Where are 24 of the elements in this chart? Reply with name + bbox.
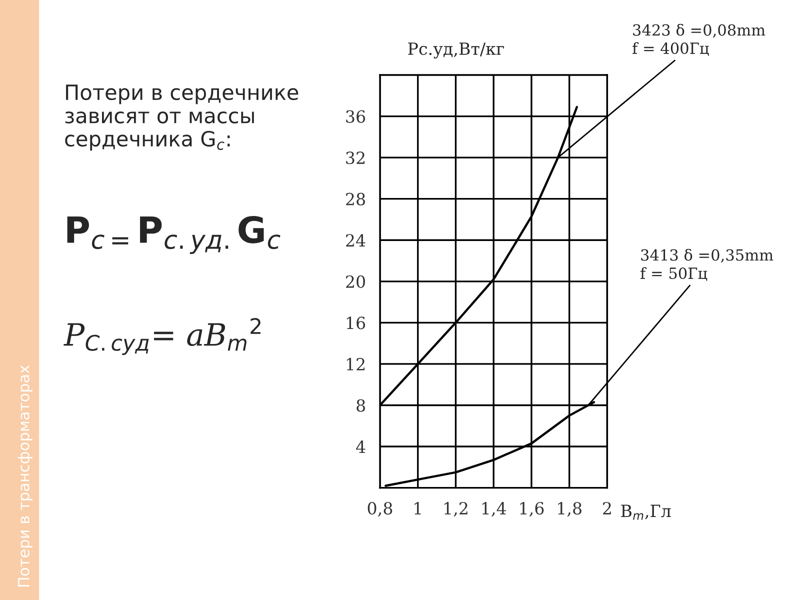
y-tick-label: 36 (346, 110, 366, 123)
x-axis-title: B$_{m}$,Гл (621, 504, 671, 520)
x-tick-label: 1,6 (520, 502, 544, 517)
text: P$_{с=}$P$_{с.уд.}$G$_{с}$ (67, 216, 280, 254)
x-tick-label: 1 (414, 502, 421, 514)
y-tick-label: 12 (346, 358, 364, 370)
y-axis-title: Pс.уд,Вт/кг (408, 42, 504, 58)
x-tick-label: 2 (603, 502, 611, 514)
y-tick-label: 16 (346, 316, 366, 330)
y-tick-label: 4 (356, 440, 366, 453)
y-tick-label: 32 (346, 152, 364, 164)
text: Потери в трансформаторах (18, 365, 32, 586)
x-tick-label: 1,2 (444, 502, 468, 517)
text: P$_{C.суд}$= aB$_{m}$$^{2}$ (64, 318, 260, 356)
annotation: 3413 δ =0,35mm f = 50Гц (640, 248, 774, 281)
y-tick-label: 24 (346, 234, 366, 246)
x-tick-label: 1,4 (482, 502, 506, 517)
y-tick-label: 8 (356, 399, 365, 412)
annotation: 3423 δ =0,08mm f = 400Гц (632, 24, 766, 56)
x-tick-label: 1,8 (558, 502, 582, 517)
text: Потери в сердечнике зависят от массы сердечника G$_{c}$: (65, 84, 298, 151)
y-tick-label: 28 (346, 192, 365, 206)
y-tick-label: 20 (346, 275, 366, 288)
x-tick-label: 0,8 (368, 502, 392, 517)
